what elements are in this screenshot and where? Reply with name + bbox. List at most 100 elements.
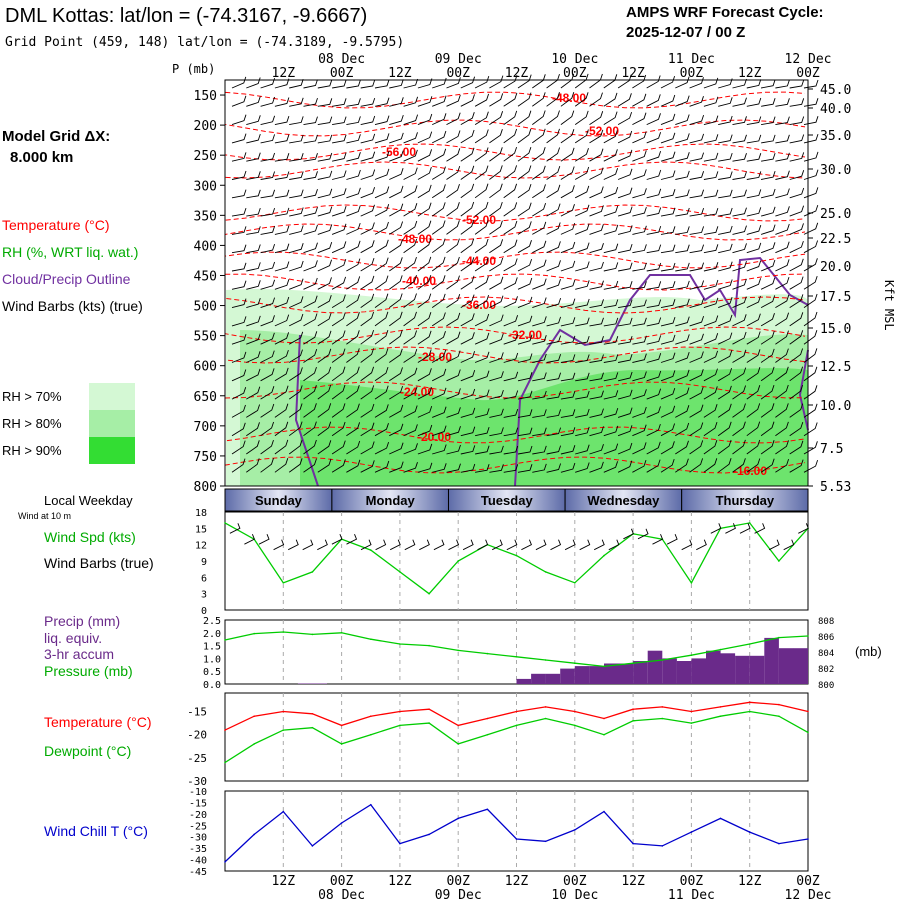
wind-barb	[303, 189, 318, 199]
wind-barb	[274, 421, 289, 437]
wind-barb	[775, 330, 789, 345]
pressure-label: Pressure (mb)	[44, 663, 133, 679]
wind-barb	[431, 275, 446, 290]
pressure-tick-label: 550	[194, 330, 217, 345]
wind-barb	[474, 389, 490, 400]
wind-chill-tick: -25	[189, 821, 207, 832]
precip-bar	[297, 683, 313, 684]
wind-barb	[403, 405, 418, 418]
weekday-band	[681, 488, 809, 512]
wind-barb	[517, 92, 532, 107]
pressure-tick-label: 800	[194, 480, 217, 495]
wind-barb	[646, 113, 661, 126]
wind-barb	[503, 165, 518, 180]
wind-barb	[575, 444, 590, 455]
wind-barb	[775, 421, 789, 437]
temperature-contour-label: -48.00	[552, 91, 586, 105]
pressure-line-point	[515, 656, 518, 658]
pressure-tick-label: 600	[194, 360, 217, 375]
wind-barb	[389, 97, 404, 107]
wind-barb	[489, 183, 503, 199]
wind-barb	[560, 92, 575, 107]
wind-barb	[532, 165, 546, 180]
wind-barb	[417, 405, 433, 418]
wind-barb	[374, 221, 389, 235]
height-tick-label: 45.0	[820, 83, 851, 98]
wind-barb	[703, 350, 719, 363]
wind-barb	[446, 202, 460, 217]
wind-barb	[331, 384, 346, 400]
wind-barb	[532, 184, 546, 199]
temperature-line-point	[544, 706, 547, 708]
temperature-contour	[224, 119, 806, 137]
dewpoint-line-point	[282, 729, 285, 731]
wind-barb	[632, 406, 647, 418]
wind-barb	[474, 111, 489, 125]
wind-barb	[789, 205, 805, 217]
wind-barb	[675, 170, 690, 180]
wind-barb	[675, 298, 690, 309]
temperature-contour	[224, 204, 806, 222]
wind-barb	[603, 280, 619, 290]
pressure-line-point	[574, 662, 576, 664]
wind-barb	[260, 403, 275, 418]
temperature-label: Temperature (°C)	[44, 714, 152, 730]
wind-barb	[274, 134, 290, 144]
wind-barb	[346, 98, 361, 107]
wind-barb	[460, 257, 475, 272]
wind-barb	[632, 317, 647, 327]
wind-barb	[360, 422, 375, 437]
bottom-hour-label: 00Z	[680, 874, 704, 889]
wind-barb	[317, 384, 332, 400]
wind-barb	[703, 262, 719, 272]
wind-barb	[331, 294, 346, 308]
wind-chill-line-point	[340, 822, 343, 824]
wind-barb	[703, 226, 719, 235]
wind-barb	[331, 403, 346, 418]
wind-barb	[474, 351, 490, 363]
wind-barb	[260, 332, 275, 345]
wind-barb	[675, 280, 690, 290]
wind-barb	[632, 459, 647, 473]
wind-barb	[317, 440, 332, 455]
wind-barb	[403, 462, 418, 473]
wind-barb	[603, 92, 618, 107]
pressure-tick: 800	[818, 681, 834, 691]
wind-barb	[703, 333, 719, 345]
wind-chill-tick: -40	[189, 856, 207, 867]
wind-barb	[517, 409, 533, 418]
wind-barb	[346, 422, 361, 437]
precip-bar	[516, 678, 532, 684]
wind-chill-line-point	[399, 842, 401, 845]
wind-barb	[632, 371, 647, 382]
wind-barb	[389, 461, 404, 473]
wind-barb	[603, 372, 619, 382]
wind-barb	[260, 315, 275, 327]
wind-barb	[560, 241, 576, 254]
wind-barb	[689, 386, 704, 400]
temperature-line-point	[632, 708, 634, 710]
wind-barb	[589, 426, 604, 437]
wind-barb	[431, 184, 446, 199]
wind-barb	[289, 243, 304, 254]
wind-barb	[332, 98, 347, 107]
wind-barb	[517, 315, 533, 327]
wind-barb	[246, 333, 261, 345]
precip-tick: 1.5	[203, 642, 221, 653]
wind-barb	[231, 244, 247, 254]
wind-barb	[503, 183, 518, 199]
wind-barb	[474, 165, 489, 180]
wind-barb	[646, 406, 661, 418]
wind-barb	[760, 348, 775, 363]
wind-barb	[574, 129, 589, 144]
wind-barb	[646, 225, 662, 235]
wind-barb	[732, 97, 747, 107]
wind-barb	[789, 98, 805, 107]
temperature-contour-label: -56.00	[382, 145, 416, 159]
wind-barb	[303, 97, 318, 107]
wind-barb	[274, 296, 290, 309]
wind-barb	[660, 132, 676, 144]
wind-barb	[246, 133, 261, 144]
precip-bar	[589, 666, 604, 684]
wind-barb	[231, 334, 247, 345]
